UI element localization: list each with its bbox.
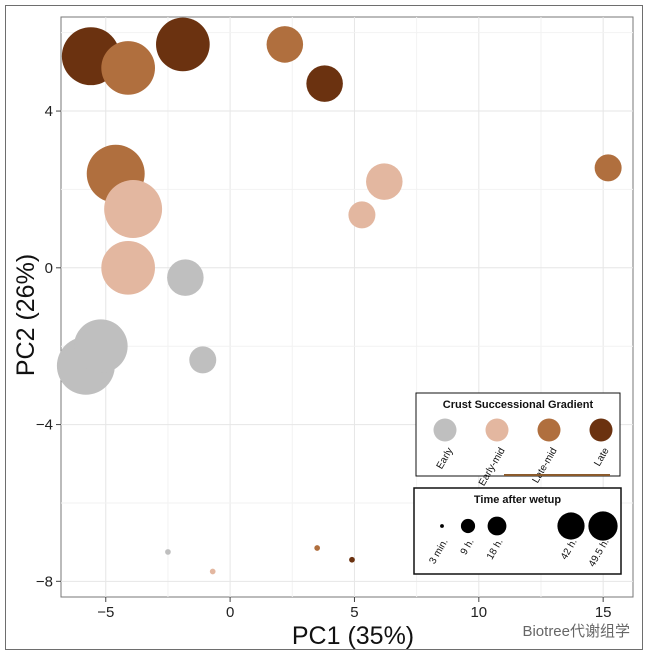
size-legend-swatch xyxy=(588,511,618,541)
data-point-early xyxy=(189,346,217,374)
size-legend: Time after wetup 3 min. 9 h. 18 h. 42 h. 49.… xyxy=(413,487,622,575)
figure-frame xyxy=(5,5,643,650)
data-point-early xyxy=(73,319,128,374)
data-point-late xyxy=(306,65,343,102)
watermark-text: Biotree代谢组学 xyxy=(522,623,630,640)
x-tick-label: 0 xyxy=(226,604,234,621)
data-point-early xyxy=(167,259,204,296)
y-axis-ticks: −8 −4 0 4 xyxy=(36,103,61,590)
data-point-early xyxy=(165,549,171,555)
y-tick-label: −4 xyxy=(36,417,53,434)
color-legend-swatch-late xyxy=(589,418,613,442)
data-point-early-mid xyxy=(101,240,155,295)
data-point-early-mid xyxy=(209,568,216,575)
color-legend-swatch-early xyxy=(433,418,457,442)
size-legend-swatch xyxy=(440,524,444,528)
color-legend-swatch-late-mid xyxy=(537,418,561,442)
data-point-early-mid xyxy=(104,180,163,238)
y-tick-label: −8 xyxy=(36,573,53,590)
data-point-late-mid xyxy=(101,41,155,95)
size-legend-swatch xyxy=(487,516,507,536)
data-point-early-mid xyxy=(366,163,403,200)
data-point-late xyxy=(156,17,210,72)
data-point-late-mid xyxy=(594,154,622,182)
x-tick-label: 15 xyxy=(595,604,612,621)
y-axis-title: PC2 (26%) xyxy=(12,254,40,376)
y-tick-label: 0 xyxy=(45,260,53,277)
x-axis-ticks: −5 0 5 10 15 xyxy=(97,597,612,621)
color-legend: Crust Successional Gradient Early Early-m… xyxy=(415,392,621,488)
data-points xyxy=(56,17,622,575)
color-legend-title: Crust Successional Gradient xyxy=(443,399,594,411)
size-legend-title: Time after wetup xyxy=(474,494,561,506)
size-legend-swatch xyxy=(460,518,476,534)
data-point-late-mid xyxy=(314,545,321,551)
size-legend-box xyxy=(413,487,622,575)
size-legend-swatch xyxy=(557,512,585,540)
x-tick-label: −5 xyxy=(97,604,114,621)
x-tick-label: 5 xyxy=(350,604,358,621)
x-tick-label: 10 xyxy=(470,604,487,621)
x-axis-title: PC1 (35%) xyxy=(292,622,414,650)
y-tick-label: 4 xyxy=(45,103,53,120)
data-point-late-mid xyxy=(266,26,304,63)
data-point-late xyxy=(349,556,355,563)
color-legend-swatch-early-mid xyxy=(485,418,509,442)
data-point-early-mid xyxy=(348,201,376,229)
